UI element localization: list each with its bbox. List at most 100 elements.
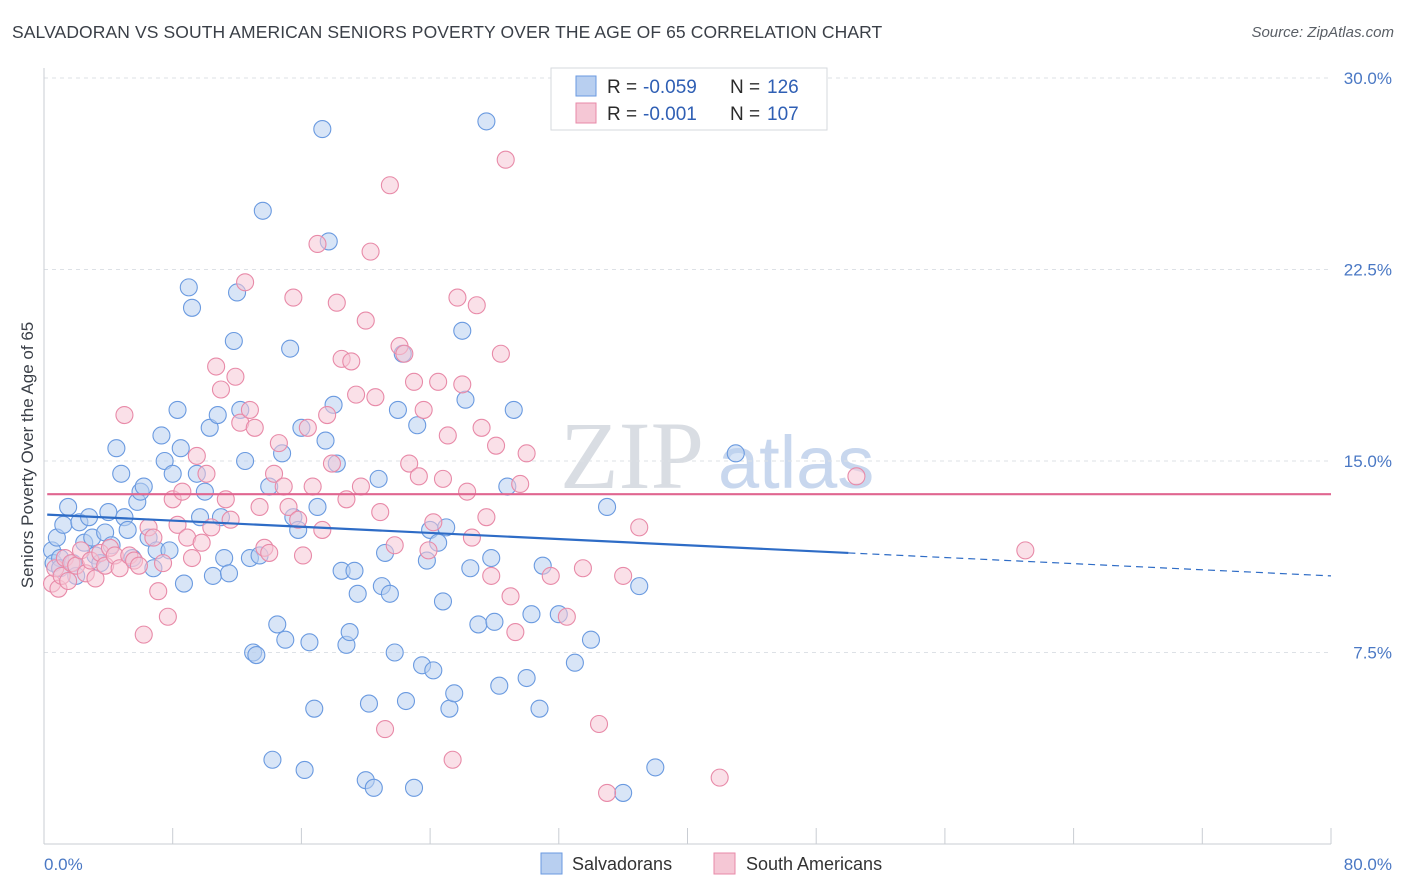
salvadoran-point-116 (565, 653, 584, 672)
south-american-point-89 (462, 528, 481, 547)
salvadoran-point-81 (364, 778, 383, 797)
bottom-legend-swatch-south-americans (713, 852, 736, 875)
legend-swatch-salvadorans (575, 75, 597, 97)
y-axis-label: Seniors Poverty Over the Age of 65 (18, 322, 37, 588)
south-american-point-76 (400, 454, 419, 473)
salvadoran-point-40 (195, 482, 214, 501)
south-american-point-39 (221, 510, 240, 529)
south-american-point-57 (308, 234, 327, 254)
south-american-point-34 (197, 464, 216, 483)
salvadoran-point-117 (581, 630, 601, 649)
legend-box (550, 67, 828, 131)
bottom-legend-label-salvadorans: Salvadorans (572, 854, 672, 874)
salvadoran-point-91 (408, 416, 427, 435)
salvadoran-point-97 (433, 592, 453, 611)
salvadoran-point-21 (118, 520, 137, 539)
salvadoran-point-34 (171, 439, 190, 458)
salvadoran-point-50 (236, 451, 255, 471)
salvadoran-point-121 (646, 758, 665, 777)
south-american-point-75 (395, 344, 414, 363)
south-american-point-11 (86, 569, 105, 588)
south-american-point-45 (250, 497, 269, 517)
south-american-point-56 (303, 477, 322, 496)
y-tick-label-0: 7.5% (1353, 644, 1392, 663)
south-american-point-33 (192, 533, 211, 552)
south-american-point-52 (284, 288, 303, 307)
bottom-legend-swatch-salvadorans (540, 852, 563, 875)
south-american-point-69 (366, 388, 385, 407)
south-american-point-32 (187, 446, 206, 465)
south-american-point-98 (506, 623, 525, 642)
south-american-point-37 (211, 380, 231, 399)
south-american-point-83 (433, 469, 453, 488)
south-american-point-23 (144, 528, 163, 547)
salvadoran-point-101 (453, 321, 472, 340)
salvadoran-point-82 (369, 469, 388, 488)
south-american-point-82 (429, 372, 448, 391)
salvadoran-point-108 (490, 676, 509, 695)
south-american-point-65 (347, 385, 366, 404)
south-american-point-99 (511, 474, 530, 494)
legend-r-value-salvadorans: -0.059 (643, 77, 697, 98)
x-tick-label-0: 0.0% (44, 855, 83, 874)
south-american-point-59 (318, 405, 337, 425)
south-american-point-73 (385, 536, 404, 555)
salvadoran-point-70 (316, 431, 335, 450)
south-american-point-102 (557, 607, 576, 626)
south-american-point-85 (443, 750, 462, 769)
salvadoran-point-107 (485, 612, 504, 631)
south-american-point-47 (260, 543, 279, 562)
south-american-point-68 (361, 242, 380, 261)
salvadoran-point-90 (404, 778, 424, 797)
south-american-point-20 (129, 556, 148, 575)
south-american-point-16 (110, 559, 129, 578)
legend-n-value-salvadorans: 126 (767, 77, 799, 98)
south-american-point-25 (153, 554, 173, 573)
south-american-point-36 (207, 357, 226, 376)
south-american-point-86 (448, 288, 467, 307)
salvadoran-point-5 (54, 515, 73, 534)
south-american-point-50 (274, 477, 293, 496)
salvadoran-point-111 (517, 668, 536, 688)
salvadoran-point-37 (182, 298, 202, 317)
south-american-point-95 (491, 344, 510, 363)
salvadoran-point-118 (598, 497, 617, 517)
south-american-point-87 (453, 375, 472, 394)
salvadoran-point-113 (530, 699, 549, 718)
chart-source: Source: ZipAtlas.com (1251, 24, 1394, 41)
south-american-point-42 (236, 273, 255, 292)
salvadoran-point-85 (380, 584, 399, 603)
watermark-atlas: atlas (718, 421, 874, 504)
data-points (42, 112, 1035, 802)
south-american-point-91 (472, 418, 491, 437)
legend-n-label-south-americans: N = (730, 104, 760, 125)
legend-n-label-salvadorans: N = (730, 77, 760, 98)
y-tick-label-3: 30.0% (1344, 69, 1392, 88)
south-american-point-54 (293, 546, 313, 565)
salvadoran-point-30 (155, 451, 174, 471)
south-american-point-88 (458, 482, 477, 501)
legend-r-value-south-americans: -0.001 (643, 104, 697, 125)
salvadoran-point-119 (614, 783, 633, 802)
trend-line-salvadorans-extension (848, 552, 1332, 577)
salvadoran-point-122 (726, 444, 745, 463)
south-american-point-109 (847, 467, 866, 486)
south-american-point-70 (371, 503, 390, 522)
salvadoran-point-43 (208, 405, 227, 425)
south-american-point-71 (376, 720, 395, 739)
salvadoran-point-78 (348, 584, 367, 603)
salvadoran-point-61 (281, 339, 300, 358)
salvadoran-point-89 (396, 691, 416, 711)
south-american-point-40 (226, 367, 245, 386)
south-american-point-31 (182, 548, 202, 568)
salvadoran-point-57 (263, 750, 282, 769)
legend-r-label-salvadorans: R = (607, 77, 637, 98)
salvadoran-point-80 (359, 694, 379, 713)
south-american-point-24 (149, 582, 168, 601)
south-american-point-80 (419, 541, 438, 560)
salvadoran-point-68 (308, 497, 327, 517)
south-american-point-90 (467, 296, 486, 315)
south-american-point-77 (404, 372, 424, 391)
south-american-point-67 (356, 311, 375, 330)
south-american-point-105 (598, 783, 617, 802)
